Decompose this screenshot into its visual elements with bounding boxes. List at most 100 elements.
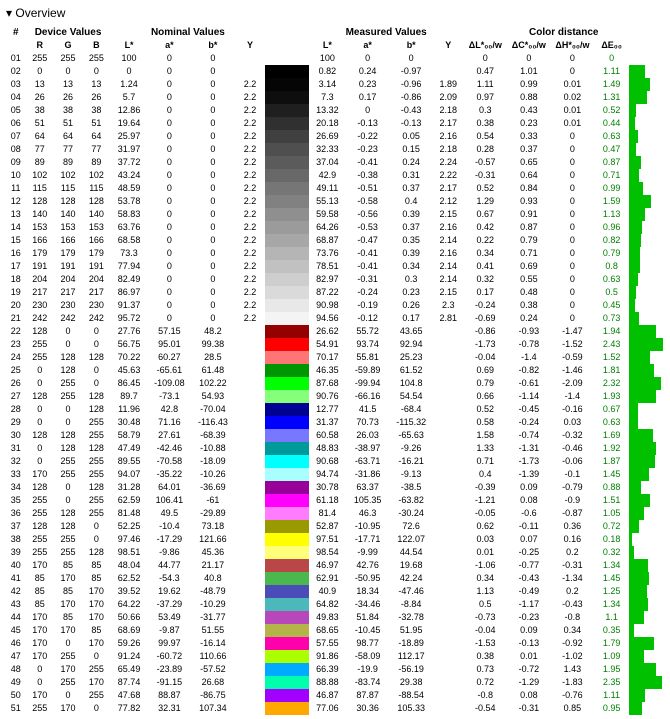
de-bar <box>629 559 648 572</box>
color-swatch <box>265 208 309 221</box>
de-bar <box>629 325 656 338</box>
de-bar <box>629 117 635 130</box>
table-row: 290025530.4871.16-116.4331.3770.73-115.3… <box>6 416 664 429</box>
table-row: 50170025547.6888.87-86.7546.8787.87-88.5… <box>6 689 664 702</box>
table-row: 51255170077.8232.31107.3477.0630.36105.3… <box>6 702 664 715</box>
col-13: ΔL*₀₀/w <box>464 39 508 52</box>
col-9: L* <box>309 39 346 52</box>
de-bar <box>629 611 644 624</box>
de-bar <box>629 468 649 481</box>
de-bar <box>629 221 642 234</box>
color-swatch <box>265 52 309 65</box>
grp-nominal: Nominal Values <box>111 26 266 39</box>
de-bar <box>629 390 656 403</box>
table-row: 32025525589.55-70.58-18.0990.68-63.71-16… <box>6 455 664 468</box>
de-bar <box>629 312 639 325</box>
de-bar <box>629 403 638 416</box>
de-bar <box>629 65 645 78</box>
de-bar <box>629 247 640 260</box>
table-row: 3012812825558.7927.61-68.3960.5826.03-65… <box>6 429 664 442</box>
color-swatch <box>265 546 309 559</box>
table-row: 232550056.7595.0199.3854.9193.7492.94-1.… <box>6 338 664 351</box>
color-swatch <box>265 247 309 260</box>
de-bar <box>629 338 663 351</box>
table-row: 1719119119177.94002.278.51-0.410.342.140… <box>6 260 664 273</box>
color-swatch <box>265 468 309 481</box>
de-bar <box>629 702 642 715</box>
color-swatch <box>265 585 309 598</box>
col-2: G <box>54 39 82 52</box>
de-bar <box>629 520 639 533</box>
table-row: 2712825512889.7-73.154.9390.76-66.1654.5… <box>6 390 664 403</box>
color-swatch <box>265 702 309 715</box>
color-swatch <box>265 156 309 169</box>
de-bar <box>629 273 638 286</box>
color-swatch <box>265 637 309 650</box>
color-swatch <box>265 650 309 663</box>
de-bar <box>629 234 640 247</box>
table-row: 3317025525594.07-35.22-10.2694.74-31.86-… <box>6 468 664 481</box>
table-row: 2023023023091.37002.290.98-0.190.262.3-0… <box>6 299 664 312</box>
table-row: 2425512812870.2260.2728.570.1755.8125.23… <box>6 351 664 364</box>
table-row: 250128045.63-65.6161.4846.35-59.8961.520… <box>6 364 664 377</box>
de-bar <box>629 286 636 299</box>
color-swatch <box>265 663 309 676</box>
color-swatch <box>265 338 309 351</box>
col-16: ΔE₀₀ <box>594 39 629 52</box>
color-swatch <box>265 416 309 429</box>
color-swatch <box>265 364 309 377</box>
table-row: 46170017059.2699.97-16.1457.5598.77-18.8… <box>6 637 664 650</box>
table-row: 042626265.7002.27.30.17-0.862.090.970.88… <box>6 91 664 104</box>
color-swatch <box>265 429 309 442</box>
table-row: 1111511511548.59002.249.11-0.510.372.170… <box>6 182 664 195</box>
color-swatch <box>265 598 309 611</box>
table-row: 020000000.820.24-0.970.471.0101.11 <box>6 65 664 78</box>
de-bar <box>629 351 650 364</box>
de-bar <box>629 546 633 559</box>
col-12: Y <box>433 39 464 52</box>
table-row: 38255255097.46-17.29121.6697.51-17.71122… <box>6 533 664 546</box>
de-bar <box>629 494 650 507</box>
de-bar <box>629 416 638 429</box>
color-swatch <box>265 312 309 325</box>
table-row: 0764646425.97002.226.69-0.220.052.160.54… <box>6 130 664 143</box>
color-swatch <box>265 611 309 624</box>
data-table: # Device Values Nominal Values Measured … <box>6 26 664 715</box>
col-0 <box>6 39 26 52</box>
color-swatch <box>265 325 309 338</box>
table-row: 31012812847.49-42.46-10.8848.83-38.97-9.… <box>6 442 664 455</box>
color-swatch <box>265 624 309 637</box>
col-3: B <box>82 39 110 52</box>
color-swatch <box>265 78 309 91</box>
color-swatch <box>265 403 309 416</box>
color-swatch <box>265 143 309 156</box>
table-row: 47170255091.24-60.72110.6691.86-58.09112… <box>6 650 664 663</box>
de-bar <box>629 364 654 377</box>
de-bar <box>629 143 636 156</box>
col-5: a* <box>148 39 192 52</box>
color-swatch <box>265 130 309 143</box>
color-swatch <box>265 455 309 468</box>
table-row: 1314014014058.83002.259.58-0.560.392.150… <box>6 208 664 221</box>
de-bar <box>629 585 646 598</box>
de-bar <box>629 572 649 585</box>
table-row: 221280027.7657.1548.226.6255.7243.65-0.8… <box>6 325 664 338</box>
de-bar <box>629 481 641 494</box>
color-swatch <box>265 91 309 104</box>
de-bar <box>629 442 656 455</box>
col-17 <box>629 39 664 52</box>
table-row: 1010210210243.24002.242.9-0.380.312.22-0… <box>6 169 664 182</box>
table-row: 3625512825581.4849.5-29.8981.446.3-30.24… <box>6 507 664 520</box>
table-row: 42858517039.5219.62-48.7940.918.34-47.46… <box>6 585 664 598</box>
de-bar <box>629 195 651 208</box>
table-row: 35255025562.59106.41-6161.18105.35-63.82… <box>6 494 664 507</box>
color-swatch <box>265 494 309 507</box>
color-swatch <box>265 195 309 208</box>
de-bar <box>629 182 643 195</box>
de-bar <box>629 208 645 221</box>
color-swatch <box>265 507 309 520</box>
col-15: ΔH*₀₀/w <box>551 39 595 52</box>
de-bar <box>629 689 645 702</box>
grp-device: Device Values <box>26 26 111 39</box>
table-row: 441708517050.6653.49-31.7749.8351.84-32.… <box>6 611 664 624</box>
